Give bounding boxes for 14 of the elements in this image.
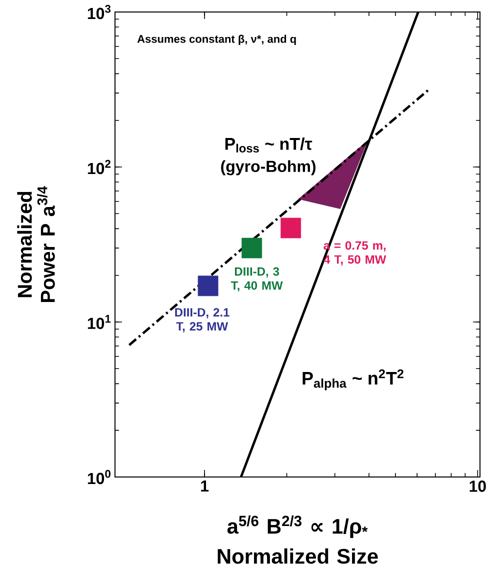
annotation: P$_{alpha}$ ~ n$^{2}$T$^{2}$: [302, 369, 404, 390]
y-tick-label: 10$^{2}$: [88, 160, 111, 174]
x-tick-label: 10: [470, 480, 486, 492]
annotation: P$_{loss}$ ~ nT/τ: [225, 137, 312, 153]
annotation: (gyro-Bohm): [221, 160, 316, 176]
y-tick-label: 10$^{0}$: [88, 470, 111, 484]
y-tick-label: 10$^{1}$: [88, 314, 111, 330]
x-axis-title: a$^{5/6}$ B$^{2/3}$ ∝ 1/ρ$_{*}$ Normalized Size: [218, 515, 378, 564]
annotation: Assumes constant β, ν*, and q: [137, 34, 296, 46]
annotation: DIII-D, 2.1 T, 25 MW: [175, 308, 230, 332]
annotation: DIII-D, 3 T, 40 MW: [230, 267, 283, 292]
x-tick-label: 1: [201, 480, 209, 492]
y-axis-title: Normalized Power P a$^{3/4}$: [17, 186, 55, 302]
y-tick-label: 10$^{3}$: [88, 4, 111, 20]
